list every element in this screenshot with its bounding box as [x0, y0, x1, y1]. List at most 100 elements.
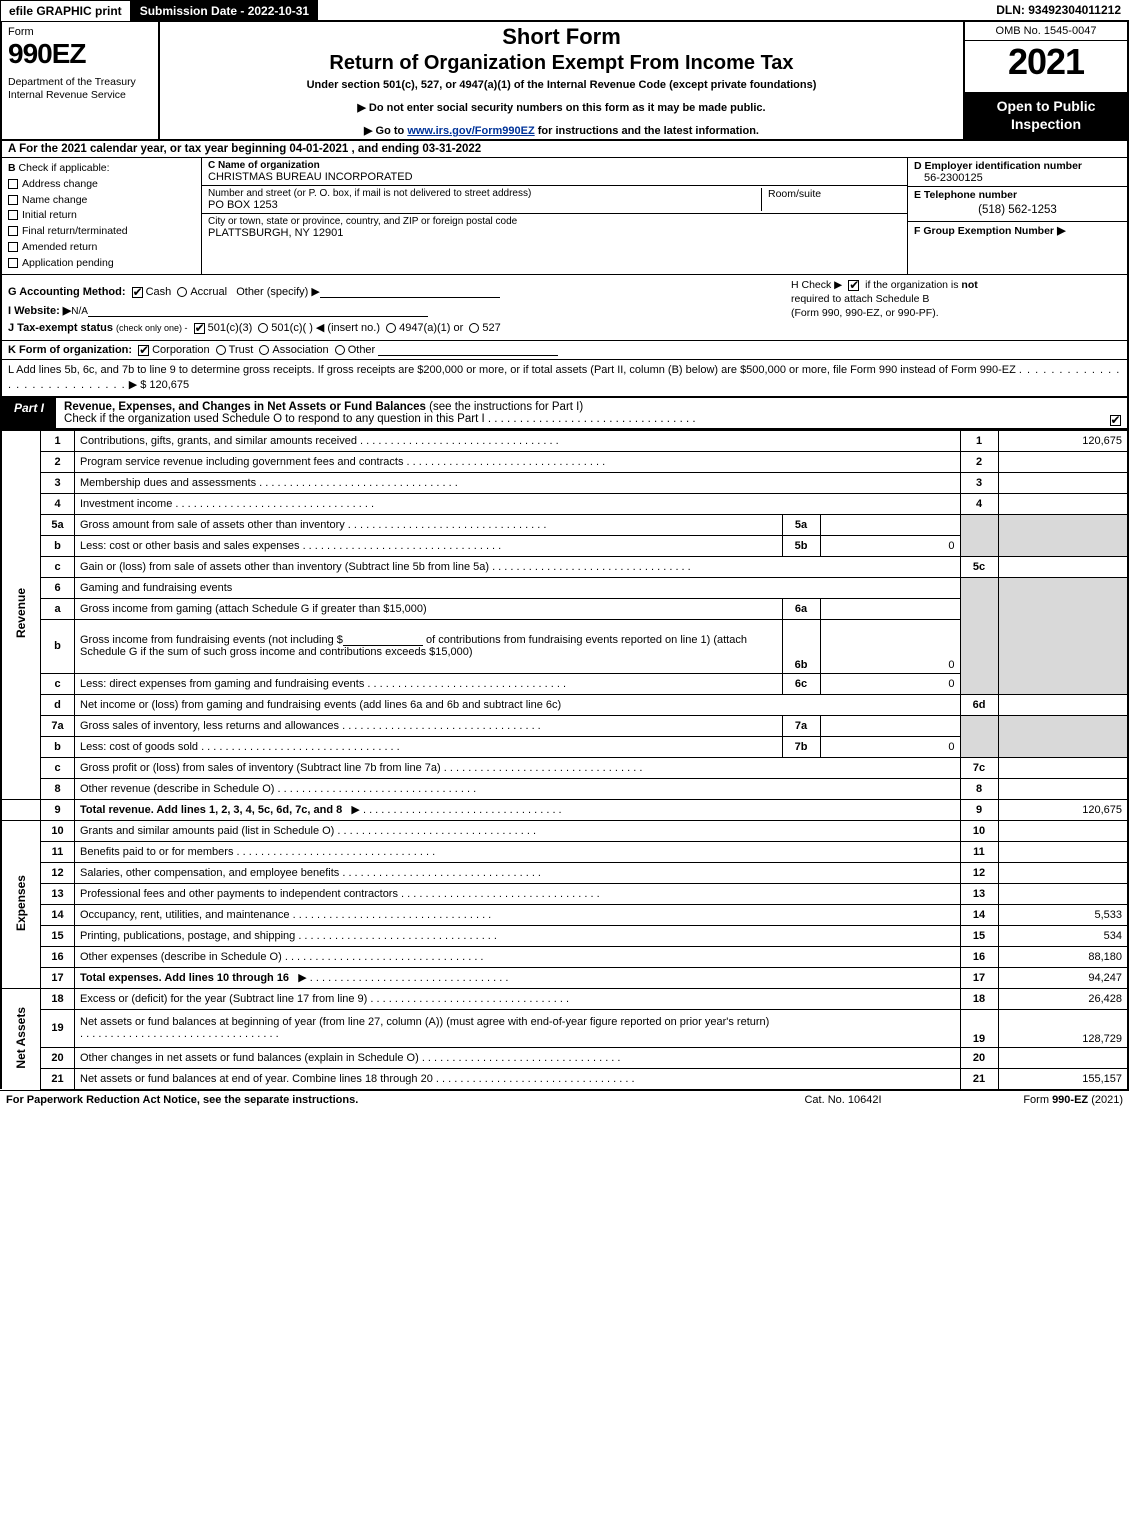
l11-amt: [998, 841, 1128, 862]
l17-amt: 94,247: [998, 967, 1128, 988]
l18-amt: 26,428: [998, 988, 1128, 1009]
chk-other[interactable]: [335, 345, 345, 355]
h-not: not: [961, 279, 977, 291]
l21-d: Net assets or fund balances at end of ye…: [75, 1068, 961, 1089]
column-c: C Name of organization CHRISTMAS BUREAU …: [202, 158, 907, 274]
k-o4: Other: [348, 344, 376, 356]
short-form-title: Short Form: [166, 24, 957, 50]
chk-initial-return[interactable]: [8, 210, 18, 220]
d-label: D Employer identification number: [914, 160, 1121, 172]
line-k: K Form of organization: Corporation Trus…: [0, 341, 1129, 360]
opt-name-change: Name change: [22, 194, 87, 206]
chk-cash[interactable]: [132, 287, 143, 298]
c-room-label: Room/suite: [761, 188, 901, 211]
i-uline[interactable]: [88, 305, 428, 317]
l6a-sv: [820, 598, 960, 619]
l8-n: 8: [41, 778, 75, 799]
l5b-sv: 0: [820, 535, 960, 556]
efile-button[interactable]: efile GRAPHIC print: [0, 0, 131, 22]
topbar-spacer: [318, 0, 988, 22]
footer: For Paperwork Reduction Act Notice, see …: [0, 1090, 1129, 1109]
l6d-d: Net income or (loss) from gaming and fun…: [75, 694, 961, 715]
row-17: 17 Total expenses. Add lines 10 through …: [1, 967, 1128, 988]
k-o3: Association: [272, 344, 328, 356]
l5c-d: Gain or (loss) from sale of assets other…: [75, 556, 961, 577]
chk-schedule-o[interactable]: [1110, 415, 1121, 426]
l6c-rn-shade: [960, 673, 998, 694]
chk-association[interactable]: [259, 345, 269, 355]
l6b-sn: 6b: [782, 619, 820, 673]
column-b: B Check if applicable: Address change Na…: [2, 158, 202, 274]
l3-amt: [998, 472, 1128, 493]
g-other-line[interactable]: [320, 286, 500, 298]
l12-n: 12: [41, 862, 75, 883]
chk-trust[interactable]: [216, 345, 226, 355]
g-cash: Cash: [146, 286, 172, 298]
chk-final-return[interactable]: [8, 226, 18, 236]
l1-n: 1: [41, 430, 75, 451]
chk-h[interactable]: [848, 280, 859, 291]
row-6a: a Gross income from gaming (attach Sched…: [1, 598, 1128, 619]
chk-corporation[interactable]: [138, 345, 149, 356]
l15-amt: 534: [998, 925, 1128, 946]
k-o1: Corporation: [152, 344, 209, 356]
opt-address-change: Address change: [22, 178, 98, 190]
line-l: L Add lines 5b, 6c, and 7b to line 9 to …: [0, 360, 1129, 397]
row-15: 15 Printing, publications, postage, and …: [1, 925, 1128, 946]
l7a-sn: 7a: [782, 715, 820, 736]
l3-rn: 3: [960, 472, 998, 493]
chk-accrual[interactable]: [177, 287, 187, 297]
side-rev-end: [1, 799, 41, 820]
l1-amt: 120,675: [998, 430, 1128, 451]
chk-application-pending[interactable]: [8, 258, 18, 268]
l8-rn: 8: [960, 778, 998, 799]
line-a: A For the 2021 calendar year, or tax yea…: [0, 141, 1129, 158]
l17-d: Total expenses. Add lines 10 through 16 …: [75, 967, 961, 988]
l6b-blank[interactable]: [343, 634, 423, 646]
chk-4947[interactable]: [386, 323, 396, 333]
l7b-rn-shade: [960, 736, 998, 757]
l5a-n: 5a: [41, 514, 75, 535]
form-number: 990EZ: [8, 38, 152, 70]
row-2: 2 Program service revenue including gove…: [1, 451, 1128, 472]
l5b-amt-shade: [998, 535, 1128, 556]
irs-link[interactable]: www.irs.gov/Form990EZ: [407, 125, 534, 137]
chk-address-change[interactable]: [8, 179, 18, 189]
note-ssn: ▶ Do not enter social security numbers o…: [166, 101, 957, 114]
l6c-sv: 0: [820, 673, 960, 694]
l6b-d: Gross income from fundraising events (no…: [75, 619, 783, 673]
l7c-n: c: [41, 757, 75, 778]
l16-n: 16: [41, 946, 75, 967]
subtitle: Under section 501(c), 527, or 4947(a)(1)…: [166, 79, 957, 91]
l5a-sn: 5a: [782, 514, 820, 535]
l21-rn: 21: [960, 1068, 998, 1089]
l9-amt: 120,675: [998, 799, 1128, 820]
l1-rn: 1: [960, 430, 998, 451]
l13-d: Professional fees and other payments to …: [75, 883, 961, 904]
l2-d: Program service revenue including govern…: [75, 451, 961, 472]
footer-right: Form 990-EZ (2021): [943, 1094, 1123, 1106]
b-check-label: Check if applicable:: [19, 162, 110, 174]
l12-rn: 12: [960, 862, 998, 883]
chk-501c[interactable]: [258, 323, 268, 333]
l13-rn: 13: [960, 883, 998, 904]
row-20: 20 Other changes in net assets or fund b…: [1, 1047, 1128, 1068]
l18-rn: 18: [960, 988, 998, 1009]
l6b-amt-shade: [998, 619, 1128, 673]
line-j: J Tax-exempt status (check only one) - 5…: [8, 321, 1121, 334]
row-5a: 5a Gross amount from sale of assets othe…: [1, 514, 1128, 535]
l5b-d: Less: cost or other basis and sales expe…: [75, 535, 783, 556]
chk-501c3[interactable]: [194, 323, 205, 334]
chk-name-change[interactable]: [8, 195, 18, 205]
l3-d: Membership dues and assessments: [75, 472, 961, 493]
open-inspection: Open to Public Inspection: [965, 92, 1127, 139]
part1-title2: (see the instructions for Part I): [429, 401, 583, 413]
chk-527[interactable]: [469, 323, 479, 333]
i-val: N/A: [71, 306, 88, 317]
k-uline[interactable]: [378, 344, 558, 356]
f-label: F Group Exemption Number: [914, 225, 1054, 237]
h-l2: required to attach Schedule B: [791, 293, 929, 305]
row-5c: c Gain or (loss) from sale of assets oth…: [1, 556, 1128, 577]
chk-amended-return[interactable]: [8, 242, 18, 252]
main-title: Return of Organization Exempt From Incom…: [166, 52, 957, 75]
